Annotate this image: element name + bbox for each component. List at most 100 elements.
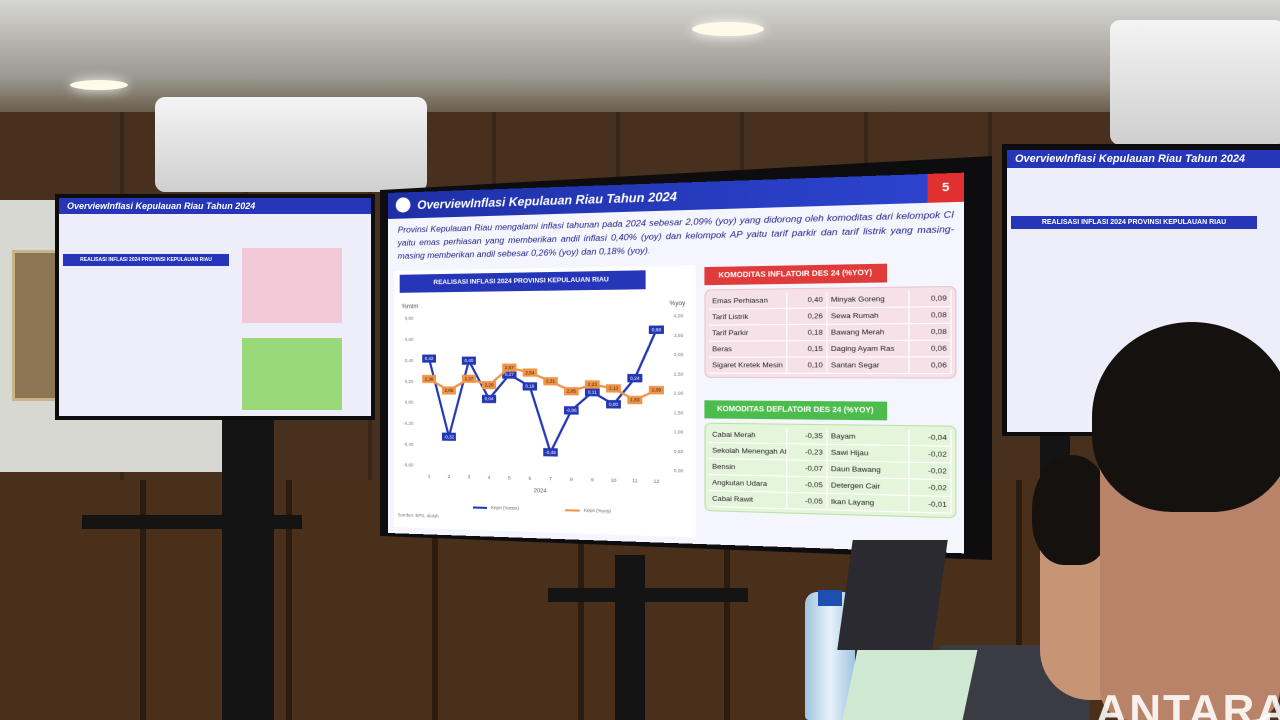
data-label: 1,83 bbox=[630, 397, 640, 402]
tablet bbox=[842, 650, 978, 720]
screen-title: OverviewInflasi Kepulauan Riau Tahun 202… bbox=[1007, 150, 1280, 168]
table-cell: Angkutan Udara bbox=[708, 474, 787, 493]
point-marker bbox=[461, 374, 476, 383]
y2-tick-label: 2,00 bbox=[674, 391, 684, 396]
x-tick-label: 9 bbox=[591, 477, 594, 483]
air-conditioner bbox=[1110, 20, 1280, 145]
y2-tick-label: 0,00 bbox=[674, 468, 684, 474]
y-tick-label: 0,40 bbox=[405, 358, 414, 363]
table-body: Emas Perhiasan 0,40 Minyak Goreng 0,09 Tarif… bbox=[704, 285, 957, 379]
y2-tick-label: 2,50 bbox=[674, 371, 684, 376]
table-cell: Tarif Listrik bbox=[708, 308, 787, 326]
ceiling-light bbox=[692, 22, 764, 36]
x-tick-label: 12 bbox=[653, 478, 659, 485]
deflator-table: KOMODITAS DEFLATOIR DES 24 (%YOY) Cabai … bbox=[704, 400, 957, 519]
table-cell: Ikan Layang bbox=[827, 493, 910, 513]
stand-shelf bbox=[82, 515, 302, 529]
table-cell: Minyak Goreng bbox=[827, 290, 910, 309]
table-cell: 0,10 bbox=[786, 357, 828, 374]
data-label: 2,13 bbox=[609, 386, 619, 391]
table-cell: Sekolah Menengah Atas bbox=[708, 442, 787, 461]
data-label: 2,36 bbox=[425, 376, 434, 381]
table-cell: 0,15 bbox=[786, 341, 828, 358]
presentation-slide: OverviewInflasi Kepulauan Riau Tahun 202… bbox=[388, 172, 964, 554]
x-tick-label: 8 bbox=[570, 476, 573, 482]
chart-title: REALISASI INFLASI 2024 PROVINSI KEPULAUA… bbox=[399, 270, 646, 293]
person-hair bbox=[1032, 455, 1112, 565]
x-tick-label: 10 bbox=[611, 477, 617, 484]
table-cell: Detergen Cair bbox=[827, 477, 910, 496]
y2-tick-label: 1,50 bbox=[674, 410, 684, 415]
left-screen: OverviewInflasi Kepulauan Riau Tahun 202… bbox=[59, 198, 371, 416]
chart-panel: REALISASI INFLASI 2024 PROVINSI KEPULAUA… bbox=[393, 265, 696, 538]
y-tick-label: 0,00 bbox=[405, 400, 414, 405]
data-label: 0,04 bbox=[485, 396, 494, 401]
x-tick-label: 7 bbox=[549, 476, 552, 482]
data-label: -0,32 bbox=[444, 434, 455, 439]
data-label: 0,00 bbox=[609, 402, 619, 407]
data-label: 2,54 bbox=[525, 370, 535, 375]
person-hair bbox=[1092, 322, 1280, 512]
table-cell: -0,02 bbox=[909, 462, 952, 481]
legend-label: Kepri (%mtm) bbox=[491, 505, 519, 511]
table-cell: Cabai Rawit bbox=[708, 490, 787, 510]
x-tick-label: 6 bbox=[528, 475, 531, 481]
y2-axis-title: %yoy bbox=[669, 301, 685, 308]
point-marker bbox=[422, 374, 437, 384]
table-cell: 0,06 bbox=[909, 340, 952, 358]
y-tick-label: -0,20 bbox=[403, 421, 414, 426]
table-cell: Sigaret Kretek Mesin bbox=[708, 357, 787, 374]
y-tick-label: 0,60 bbox=[405, 337, 414, 342]
table-title: KOMODITAS INFLATOIR DES 24 (%YOY) bbox=[704, 263, 888, 286]
table-body: Cabai Merah -0,35 Bayam -0,04 Sekolah Meneng… bbox=[704, 422, 957, 519]
stand-shelf bbox=[548, 588, 748, 602]
y2-tick-label: 4,00 bbox=[674, 313, 684, 318]
table-cell: Bawang Merah bbox=[827, 324, 910, 342]
source: Sumber: BPS, diolah bbox=[398, 512, 439, 518]
data-label: 0,40 bbox=[465, 358, 474, 363]
table-cell: Tarif Parkir bbox=[708, 325, 787, 342]
data-label: -0,45 bbox=[545, 450, 556, 455]
x-tick-label: 5 bbox=[508, 475, 511, 481]
screen-stand bbox=[222, 415, 274, 720]
slide-number: 5 bbox=[927, 172, 964, 203]
table-cell: Santan Segar bbox=[827, 357, 910, 375]
x-tick-label: 1 bbox=[428, 473, 431, 479]
y2-tick-label: 3,50 bbox=[674, 333, 684, 338]
screen-stand bbox=[615, 555, 645, 720]
table-cell: -0,05 bbox=[786, 492, 828, 511]
green-table bbox=[242, 338, 342, 410]
y-tick-label: 0,20 bbox=[405, 379, 414, 384]
y-tick-label: -0,60 bbox=[403, 462, 414, 467]
table-cell: -0,35 bbox=[786, 427, 828, 445]
bottle-cap bbox=[818, 590, 842, 606]
x-axis-title: 2024 bbox=[534, 488, 547, 495]
y-tick-label: 0,80 bbox=[405, 316, 414, 321]
data-label: 0,24 bbox=[630, 375, 640, 380]
table-cell: 0,09 bbox=[909, 290, 952, 308]
table-cell: -0,04 bbox=[909, 429, 952, 447]
x-tick-label: 2 bbox=[448, 474, 451, 480]
table-cell: -0,02 bbox=[909, 479, 952, 498]
y2-tick-label: 1,00 bbox=[674, 429, 684, 435]
y2-tick-label: 0,50 bbox=[674, 449, 684, 455]
table-cell: Sawi Hijau bbox=[827, 444, 910, 463]
table-row: Tarif Parkir 0,18 Bawang Merah 0,08 bbox=[708, 323, 952, 342]
y-tick-label: -0,40 bbox=[403, 442, 414, 447]
x-tick-label: 3 bbox=[468, 474, 471, 480]
chart: %mtm %yoy 0,80 0,60 0,40 0,20 0,00 -0,20 -0,40 -0… bbox=[398, 301, 686, 519]
table-row: Beras 0,15 Daging Ayam Ras 0,06 bbox=[708, 340, 952, 358]
data-label: 2,37 bbox=[465, 376, 474, 381]
table-cell: Cabai Merah bbox=[708, 426, 787, 445]
table-cell: 0,08 bbox=[909, 323, 952, 341]
data-label: 2,67 bbox=[505, 365, 514, 370]
point-marker bbox=[461, 356, 476, 365]
data-label: 2,20 bbox=[485, 383, 494, 388]
table-cell: Daging Ayam Ras bbox=[827, 340, 910, 358]
table-cell: Beras bbox=[708, 341, 787, 358]
panel-title: REALISASI INFLASI 2024 PROVINSI KEPULAUA… bbox=[63, 254, 229, 266]
table-cell: -0,07 bbox=[786, 460, 828, 478]
inflator-table: KOMODITAS INFLATOIR DES 24 (%YOY) Emas P… bbox=[704, 262, 957, 379]
pink-table bbox=[242, 248, 342, 323]
table-cell: Emas Perhiasan bbox=[708, 292, 787, 310]
